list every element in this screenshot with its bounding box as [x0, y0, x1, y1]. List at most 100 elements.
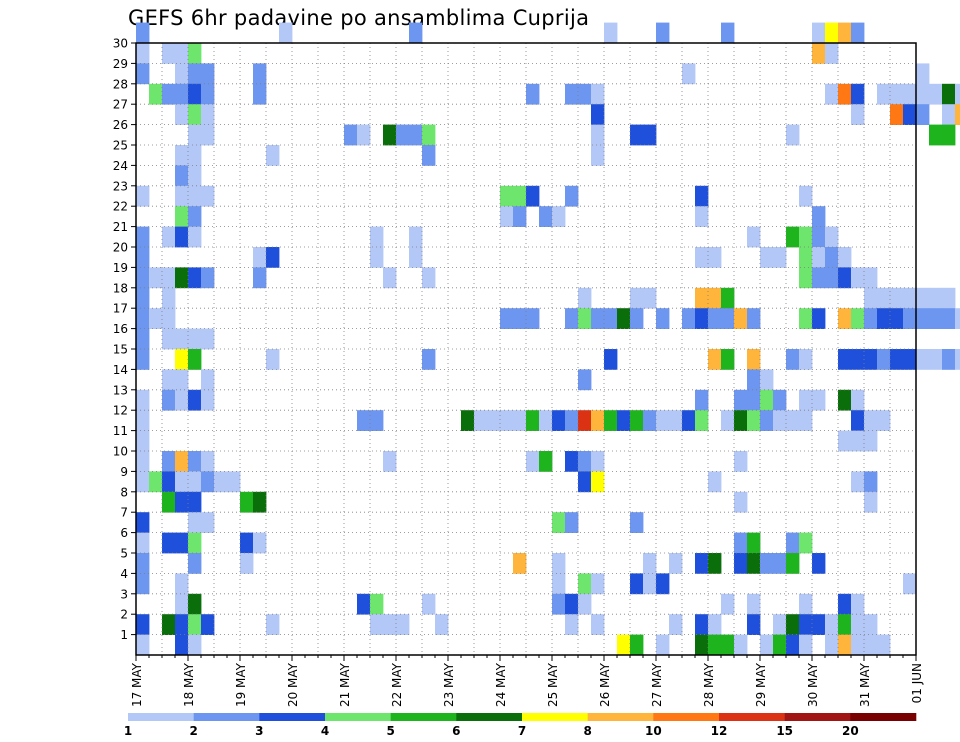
heatmap-cell: [851, 410, 865, 431]
heatmap-cell: [890, 308, 904, 329]
x-tick-label: 28 MAY: [702, 662, 716, 707]
y-tick-label: 21: [113, 220, 128, 234]
heatmap-cell: [916, 104, 930, 125]
heatmap-cell: [708, 287, 722, 309]
heatmap-cell: [162, 83, 176, 105]
heatmap-cell: [721, 308, 735, 329]
heatmap-cell: [747, 593, 761, 615]
y-tick-label: 29: [113, 57, 128, 71]
heatmap-cell: [747, 349, 761, 370]
heatmap-cell: [825, 634, 839, 656]
heatmap-cell: [916, 287, 930, 309]
heatmap-cell: [188, 63, 202, 85]
heatmap-cell: [227, 471, 241, 493]
heatmap-cell: [513, 410, 527, 431]
heatmap-cell: [188, 43, 202, 64]
heatmap-cell: [552, 553, 566, 574]
heatmap-cell: [734, 308, 748, 329]
heatmap-cell: [825, 43, 839, 64]
heatmap-cell: [162, 389, 176, 411]
heatmap-cell: [851, 471, 865, 493]
heatmap-cell: [175, 43, 189, 64]
heatmap-cell: [370, 614, 384, 635]
heatmap-cell: [695, 553, 709, 574]
heatmap-cell: [708, 553, 722, 574]
heatmap-cell: [760, 389, 774, 411]
heatmap-cell: [149, 267, 163, 289]
colorbar-swatch: [259, 713, 326, 721]
heatmap-cell: [500, 206, 514, 227]
heatmap-cell: [188, 553, 202, 574]
heatmap-cell: [929, 308, 943, 329]
y-tick-label: 28: [113, 77, 128, 91]
heatmap-cell: [604, 308, 618, 329]
heatmap-cell: [851, 634, 865, 656]
heatmap-cell: [656, 634, 670, 656]
heatmap-cell: [708, 614, 722, 635]
heatmap-cell: [188, 328, 202, 350]
y-tick-label: 17: [113, 302, 128, 316]
heatmap-cell: [175, 206, 189, 227]
heatmap-cell: [812, 389, 826, 411]
colorbar-label: 5: [386, 724, 394, 738]
heatmap-cell: [578, 451, 592, 472]
heatmap-cell: [188, 451, 202, 472]
heatmap-cell: [591, 124, 605, 146]
heatmap-cell: [175, 328, 189, 350]
colorbar-label: 15: [776, 724, 793, 738]
heatmap-cell: [812, 553, 826, 574]
colorbar-label: 12: [711, 724, 728, 738]
heatmap-cell: [851, 389, 865, 411]
colorbar-swatch: [522, 713, 588, 721]
heatmap-cell: [929, 83, 943, 105]
colorbar-label: 2: [189, 724, 197, 738]
heatmap-cell: [851, 430, 865, 452]
heatmap-cell: [175, 369, 189, 391]
x-tick-label: 30 MAY: [806, 662, 820, 707]
heatmap-cell: [201, 389, 215, 411]
heatmap-cell: [370, 226, 384, 248]
heatmap-cell: [175, 83, 189, 105]
colorbar-swatch: [325, 713, 391, 721]
heatmap-cell: [916, 83, 930, 105]
y-tick-label: 7: [120, 506, 128, 520]
colorbar-label: 3: [255, 724, 263, 738]
colorbar-swatch: [456, 713, 523, 721]
y-tick-label: 2: [120, 608, 128, 622]
heatmap-cell: [201, 614, 215, 635]
heatmap-cell: [786, 226, 800, 248]
heatmap-cell: [591, 145, 605, 166]
heatmap-cell: [136, 532, 150, 554]
heatmap-cell: [942, 83, 956, 105]
y-tick-label: 15: [113, 343, 128, 357]
heatmap-cell: [422, 124, 436, 146]
heatmap-cells: [136, 22, 960, 656]
heatmap-cell: [175, 63, 189, 85]
heatmap-cell: [409, 247, 423, 268]
heatmap-cell: [851, 349, 865, 370]
heatmap-cell: [136, 389, 150, 411]
heatmap-cell: [435, 614, 449, 635]
heatmap-cell: [409, 124, 423, 146]
heatmap-cell: [136, 185, 150, 207]
heatmap-cell: [890, 287, 904, 309]
heatmap-cell: [201, 185, 215, 207]
heatmap-cell: [825, 83, 839, 105]
heatmap-cell: [864, 634, 878, 656]
heatmap-cell: [370, 247, 384, 268]
heatmap-cell: [721, 349, 735, 370]
heatmap-cell: [188, 104, 202, 125]
x-tick-label: 26 MAY: [598, 662, 612, 707]
heatmap-cell: [721, 22, 735, 44]
heatmap-cell: [383, 124, 397, 146]
heatmap-cell: [175, 145, 189, 166]
heatmap-cell: [747, 410, 761, 431]
y-tick-label: 13: [113, 383, 128, 397]
x-tick-label: 24 MAY: [494, 662, 508, 707]
heatmap-cell: [812, 614, 826, 635]
heatmap-cell: [266, 145, 280, 166]
heatmap-cell: [136, 63, 150, 85]
colorbar-swatch: [128, 713, 194, 721]
heatmap-cell: [201, 124, 215, 146]
heatmap-cell: [526, 308, 540, 329]
